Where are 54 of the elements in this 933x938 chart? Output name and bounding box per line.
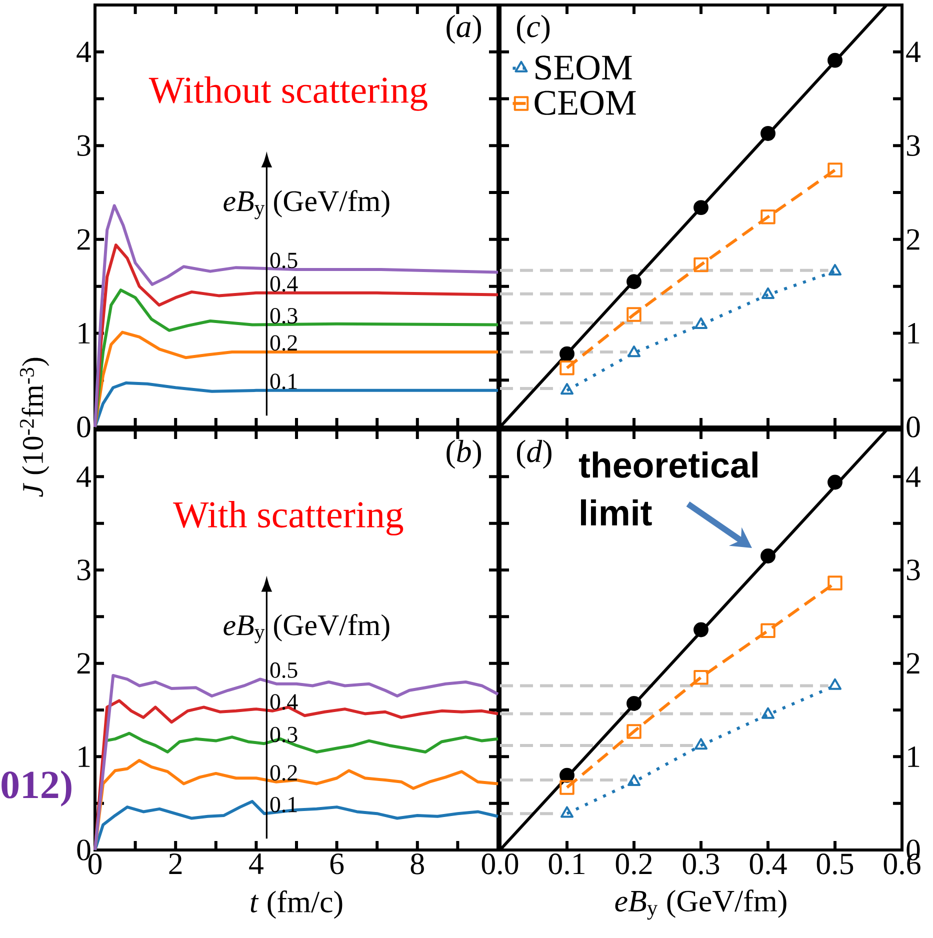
series-label: 0.5 bbox=[270, 252, 298, 268]
y-tick-label: 0 bbox=[77, 416, 90, 438]
y-axis-title: J (10$^{-2}$fm$^{-3}$) bbox=[20, 358, 50, 497]
series-label: 0.5 bbox=[270, 662, 298, 678]
annotation: (d) bbox=[516, 440, 552, 469]
y-tick-label: 3 bbox=[907, 135, 920, 156]
y-tick-label: 1 bbox=[78, 746, 90, 767]
x-tick-label: 0.1 bbox=[548, 854, 584, 874]
y-tick-label: 4 bbox=[906, 466, 920, 487]
y-tick-label: 4 bbox=[76, 42, 92, 62]
y-tick-label: 1 bbox=[908, 323, 920, 344]
legend-label: SEOM bbox=[536, 56, 632, 80]
y-tick-label: 0 bbox=[77, 840, 90, 860]
y-tick-label: 2 bbox=[906, 653, 920, 674]
y-tick-label: 1 bbox=[78, 323, 90, 344]
x-tick-label: 8 bbox=[410, 854, 424, 874]
series-label: 0.4 bbox=[270, 276, 298, 292]
x-tick-label: 0.5 bbox=[816, 854, 854, 874]
series-label: 0.2 bbox=[270, 335, 297, 351]
x-tick-label: 4 bbox=[249, 854, 264, 874]
x-tick-label: 0.4 bbox=[750, 854, 787, 874]
y-tick-label: 2 bbox=[77, 653, 90, 674]
x-axis-title: t (fm/c) bbox=[250, 890, 342, 919]
y-tick-label: 3 bbox=[78, 560, 90, 580]
text: With scattering bbox=[173, 500, 404, 536]
text: 012) bbox=[2, 770, 72, 807]
x-tick-label: 2 bbox=[169, 854, 182, 874]
x-tick-label: 0.0 bbox=[482, 854, 518, 874]
legend-title: eB$_{y}$ (GeV/fm) bbox=[224, 614, 390, 644]
y-tick-label: 3 bbox=[78, 135, 90, 156]
annotation: (a) bbox=[446, 14, 481, 44]
annotation: (c) bbox=[516, 14, 550, 44]
y-tick-label: 3 bbox=[907, 560, 920, 580]
annotation: (b) bbox=[446, 440, 481, 469]
legend-title: eB$_{y}$ (GeV/fm) bbox=[224, 190, 390, 220]
x-tick-label: 0.2 bbox=[616, 854, 652, 874]
y-tick-label: 2 bbox=[906, 229, 920, 250]
series-label: 0.3 bbox=[270, 726, 298, 742]
x-tick-label: 0.3 bbox=[682, 854, 720, 874]
y-tick-label: 4 bbox=[906, 42, 920, 62]
x-tick-label: 6 bbox=[330, 854, 344, 874]
y-tick-label: 0 bbox=[906, 416, 920, 438]
legend-label: CEOM bbox=[534, 90, 636, 115]
y-tick-label: 1 bbox=[908, 746, 920, 767]
series-label: 0.4 bbox=[270, 694, 298, 710]
annotation: theoretical limit bbox=[578, 452, 758, 526]
series-label: 0.1 bbox=[270, 796, 297, 812]
series-label: 0.1 bbox=[270, 374, 297, 390]
y-tick-label: 4 bbox=[76, 466, 92, 487]
series-label: 0.2 bbox=[270, 765, 297, 781]
text: Without scattering bbox=[148, 76, 428, 111]
x-axis-title: eB$_{y}$ (GeV/fm) bbox=[615, 890, 786, 920]
y-tick-label: 2 bbox=[77, 229, 90, 250]
series-label: 0.3 bbox=[270, 308, 298, 324]
